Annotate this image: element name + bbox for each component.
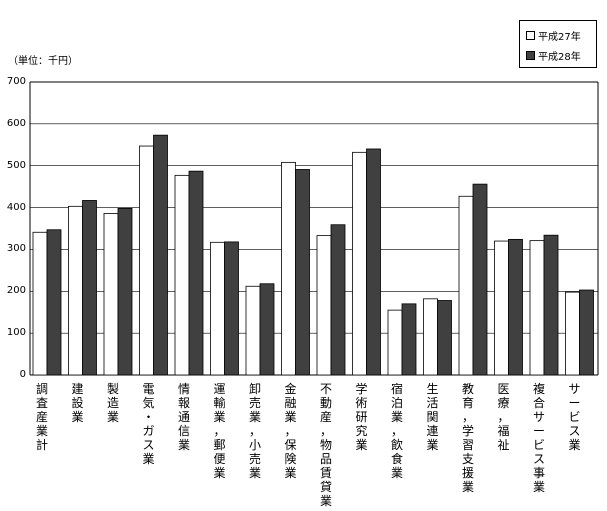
x-tick-label: 複合サービス事業	[532, 382, 545, 494]
x-tick-label: 製造業	[106, 382, 119, 424]
x-tick-label: 情報通信業	[177, 382, 190, 452]
bar-series0-1	[68, 205, 83, 376]
x-tick-label: 運輸業，郵便業	[213, 382, 226, 480]
bar-series0-9	[352, 151, 367, 376]
y-tick-label: 400	[6, 201, 26, 213]
bar-series0-2	[103, 213, 119, 376]
x-tick-label: 調査産業計	[35, 382, 48, 452]
bar-series1-12	[472, 183, 488, 376]
bar-series1-14	[543, 234, 559, 376]
legend-swatch-series0	[526, 31, 535, 40]
unit-label: （単位：千円）	[8, 56, 78, 67]
x-tick-label: 教育，学習支援業	[461, 382, 474, 494]
legend: 平成27年 平成28年	[519, 20, 597, 68]
x-tick-label: 金融業，保険業	[284, 382, 297, 480]
bar-series1-13	[508, 238, 523, 376]
bar-series1-1	[82, 200, 97, 376]
bar-series0-7	[281, 161, 296, 376]
bar-series0-0	[32, 231, 48, 376]
bar-series0-11	[423, 298, 438, 376]
x-tick-label: 電気・ガス業	[142, 382, 155, 466]
bar-series1-11	[437, 300, 452, 376]
bar-series1-4	[188, 170, 204, 376]
x-tick-label: 医療，福祉	[497, 382, 510, 452]
bar-series0-8	[316, 235, 332, 376]
bar-series1-6	[259, 283, 275, 376]
bar-series1-2	[117, 208, 133, 376]
bar-series0-12	[458, 195, 474, 376]
y-tick-label: 300	[6, 243, 26, 255]
bars	[32, 134, 594, 376]
bar-series0-10	[387, 309, 403, 376]
legend-swatch-series1	[526, 51, 535, 60]
bar-series0-13	[494, 240, 509, 376]
legend-item-series1: 平成28年	[526, 48, 581, 63]
x-tick-label: 卸売業，小売業	[248, 382, 261, 480]
x-tick-label: 学術研究業	[355, 382, 368, 452]
x-tick-label: 生活関連業	[426, 382, 439, 452]
bar-series1-5	[224, 241, 239, 376]
bar-series0-6	[245, 285, 261, 376]
x-tick-label: 宿泊業，飲食業	[390, 382, 403, 480]
bar-series0-15	[565, 291, 580, 376]
bar-series1-7	[295, 169, 310, 376]
bar-series1-15	[579, 289, 594, 376]
bar-series1-10	[401, 303, 417, 376]
legend-item-series0: 平成27年	[526, 28, 581, 43]
axis-lines	[29, 81, 599, 375]
bar-series0-4	[174, 174, 190, 376]
y-tick-label: 500	[6, 159, 26, 171]
bar-series1-0	[46, 229, 62, 376]
x-tick-label: 不動産，物品賃貸業	[319, 382, 332, 508]
y-tick-label: 600	[6, 117, 26, 129]
y-tick-label: 0	[19, 369, 26, 380]
y-tick-label: 200	[6, 285, 26, 297]
x-tick-label: サービス業	[568, 382, 581, 452]
legend-label-series1: 平成28年	[538, 52, 581, 63]
bar-series1-3	[153, 134, 168, 376]
legend-label-series0: 平成27年	[538, 32, 581, 43]
y-tick-label: 700	[6, 76, 26, 87]
bar-series1-8	[330, 224, 346, 376]
y-tick-label: 100	[6, 327, 26, 339]
bar-series0-5	[210, 241, 225, 376]
bar-series0-3	[139, 145, 154, 376]
bar-series1-9	[366, 148, 381, 376]
bar-series0-14	[529, 240, 545, 376]
x-tick-label: 建設業	[71, 382, 84, 424]
